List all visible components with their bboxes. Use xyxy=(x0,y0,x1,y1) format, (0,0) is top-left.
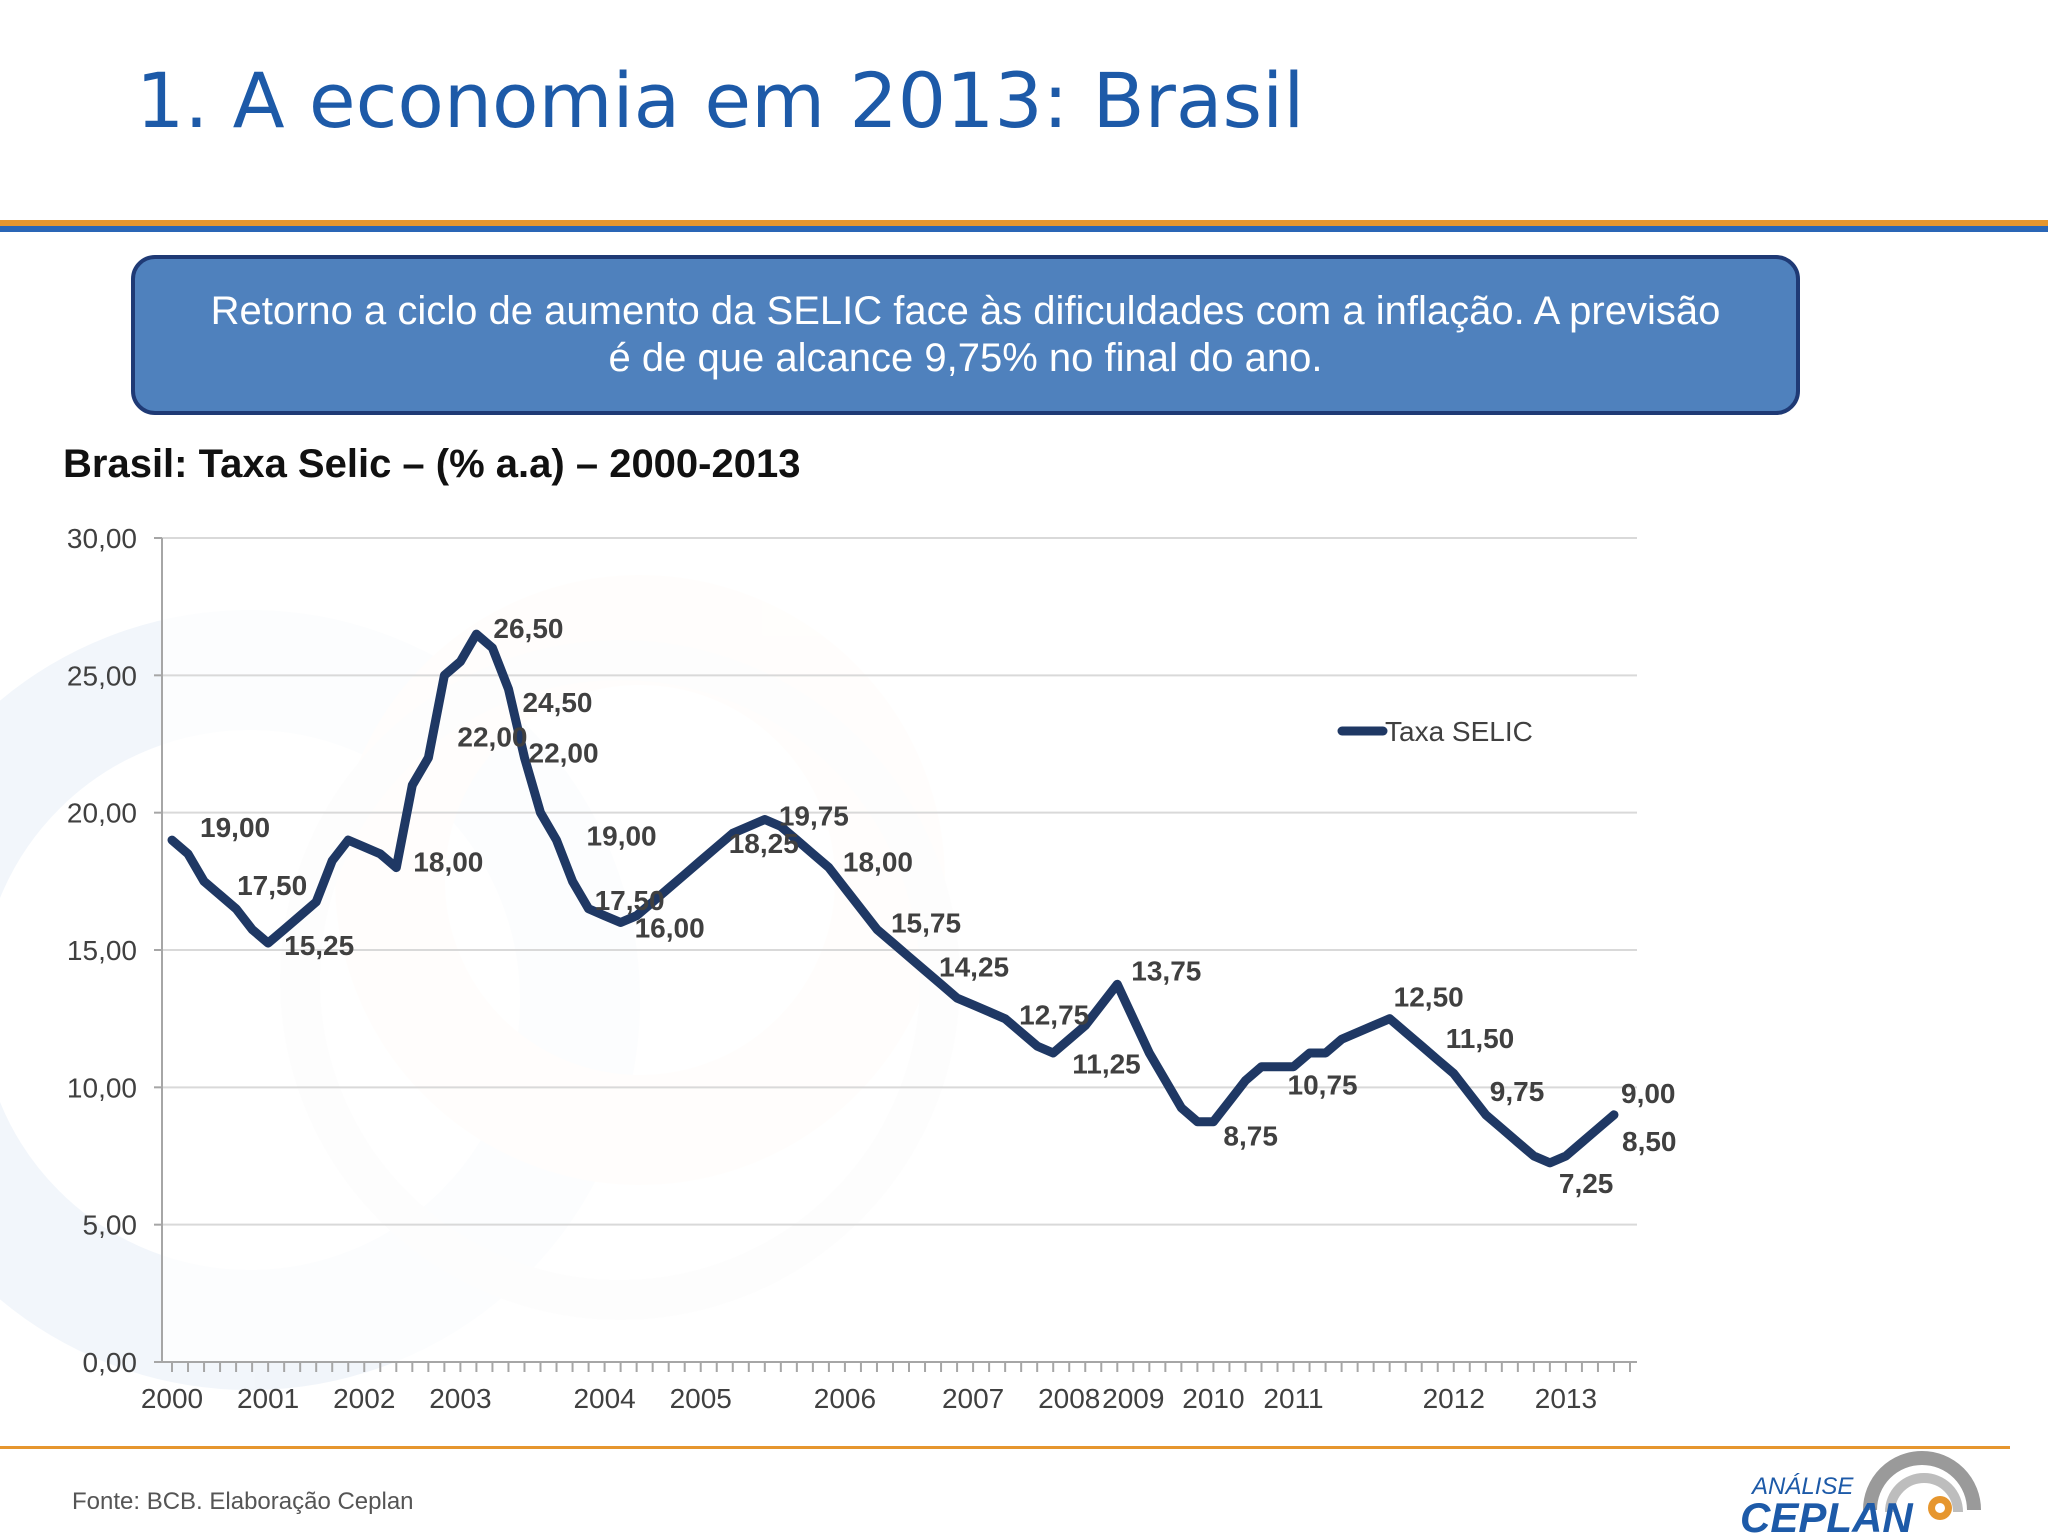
x-tick-label: 2006 xyxy=(814,1383,876,1414)
data-label: 16,00 xyxy=(635,913,705,944)
data-label: 11,50 xyxy=(1446,1023,1515,1054)
data-label: 9,00 xyxy=(1621,1078,1676,1109)
data-label: 17,50 xyxy=(237,870,307,901)
data-label: 9,75 xyxy=(1490,1076,1545,1107)
ceplan-logo: ANÁLISE CEPLAN xyxy=(1740,1451,1981,1536)
data-label: 7,25 xyxy=(1559,1168,1614,1199)
logo-top-text: ANÁLISE xyxy=(1750,1473,1854,1500)
data-label: 15,25 xyxy=(284,930,354,961)
data-label: 22,00 xyxy=(457,722,527,753)
data-label: 19,00 xyxy=(200,812,270,843)
x-tick-label: 2004 xyxy=(573,1383,635,1414)
x-tick-label: 2007 xyxy=(942,1383,1004,1414)
page-title: 1. A economia em 2013: Brasil xyxy=(136,56,1305,145)
y-tick-label: 0,00 xyxy=(83,1347,138,1378)
logo-main-text: CEPLAN xyxy=(1740,1494,1914,1536)
x-tick-label: 2013 xyxy=(1535,1383,1597,1414)
x-tick-label: 2010 xyxy=(1182,1383,1244,1414)
data-label: 19,75 xyxy=(779,801,849,832)
footer-rule xyxy=(0,1446,2010,1449)
data-label: 10,75 xyxy=(1288,1070,1358,1101)
series-line-taxa-selic xyxy=(167,629,1619,1168)
data-label: 14,25 xyxy=(939,952,1009,983)
x-tick-label: 2012 xyxy=(1423,1383,1485,1414)
data-label: 19,00 xyxy=(587,820,657,851)
y-tick-label: 20,00 xyxy=(67,798,137,829)
data-label: 26,50 xyxy=(493,613,563,644)
y-tick-label: 5,00 xyxy=(83,1210,138,1241)
y-tick-label: 30,00 xyxy=(67,523,137,554)
x-tick-label: 2008 xyxy=(1038,1383,1100,1414)
y-tick-label: 10,00 xyxy=(67,1072,137,1103)
data-label: 13,75 xyxy=(1131,955,1201,986)
data-label: 12,75 xyxy=(1019,1000,1089,1031)
y-tick-label: 25,00 xyxy=(67,660,137,691)
data-label: 18,00 xyxy=(843,847,913,878)
chart-title: Brasil: Taxa Selic – (% a.a) – 2000-2013 xyxy=(63,442,801,486)
x-tick-label: 2009 xyxy=(1102,1383,1164,1414)
data-label: 18,00 xyxy=(413,847,483,878)
header-rule-orange xyxy=(0,220,2048,226)
data-label: 18,25 xyxy=(729,828,799,859)
data-label: 17,50 xyxy=(595,885,665,916)
x-tick-label: 2011 xyxy=(1263,1383,1323,1414)
source-note: Fonte: BCB. Elaboração Ceplan xyxy=(72,1488,414,1515)
x-tick-label: 2002 xyxy=(333,1383,395,1414)
data-label: 24,50 xyxy=(522,687,592,718)
data-label: 11,25 xyxy=(1072,1048,1141,1079)
data-label: 22,00 xyxy=(529,738,599,769)
x-tick-label: 2005 xyxy=(670,1383,732,1414)
data-label: 15,75 xyxy=(891,907,961,938)
callout-box: Retorno a ciclo de aumento da SELIC face… xyxy=(131,255,1800,415)
legend-label: Taxa SELIC xyxy=(1385,716,1533,747)
data-label: 12,50 xyxy=(1394,982,1464,1013)
callout-text: Retorno a ciclo de aumento da SELIC face… xyxy=(210,289,1721,380)
y-tick-label: 15,00 xyxy=(67,935,137,966)
data-label: 8,75 xyxy=(1223,1121,1278,1152)
x-tick-label: 2003 xyxy=(429,1383,491,1414)
x-tick-label: 2000 xyxy=(141,1383,203,1414)
x-tick-label: 2001 xyxy=(237,1383,299,1414)
data-label: 8,50 xyxy=(1622,1126,1677,1157)
header-rule-blue xyxy=(0,226,2048,232)
